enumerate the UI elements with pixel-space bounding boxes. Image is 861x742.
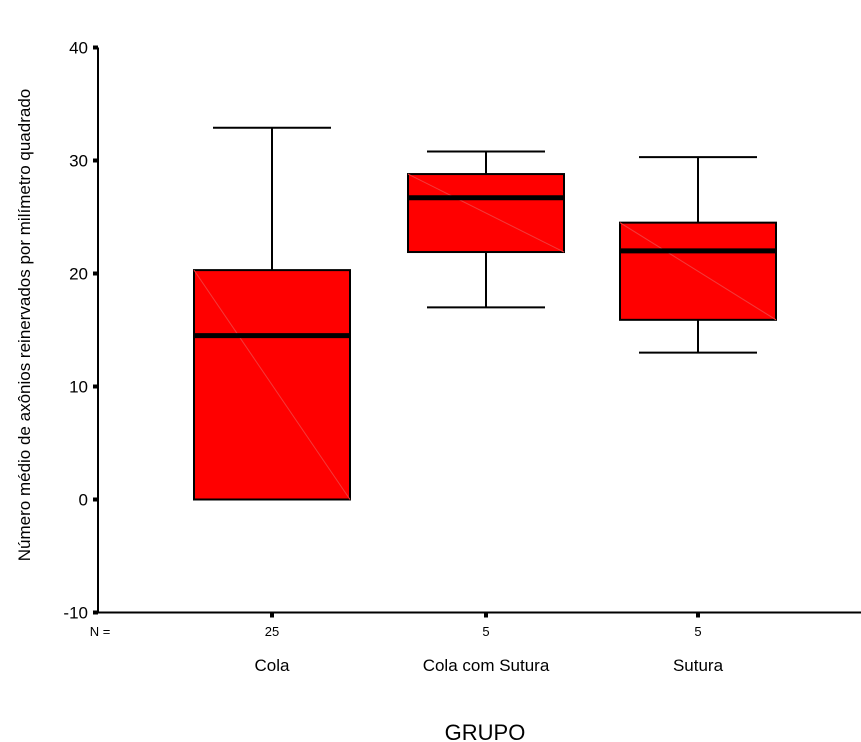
y-axis: -10 0 10 20 30 40	[63, 39, 99, 623]
n-count-label: 5	[482, 624, 489, 639]
n-label: N =	[90, 624, 111, 639]
box-diagonal	[407, 173, 565, 253]
box-cola-com-sutura	[407, 150, 565, 309]
n-count-label: 5	[694, 624, 701, 639]
y-tick-label: 0	[79, 491, 88, 510]
box-cola	[193, 126, 351, 501]
y-axis-label: Número médio de axônios reinervados por …	[15, 89, 34, 561]
category-label: Sutura	[673, 656, 724, 675]
box-diagonal	[619, 222, 777, 321]
y-tick-label: 20	[69, 265, 88, 284]
n-count-label: 25	[265, 624, 279, 639]
y-tick-label: 10	[69, 378, 88, 397]
box-sutura	[619, 156, 777, 354]
y-tick-label: 30	[69, 152, 88, 171]
x-axis: 25 Cola 5 Cola com Sutura 5 Sutura	[98, 611, 861, 675]
box-series	[193, 126, 777, 501]
y-tick-label: -10	[63, 604, 88, 623]
y-tick-label: 40	[69, 39, 88, 58]
category-label: Cola	[255, 656, 291, 675]
box-diagonal	[193, 269, 351, 500]
category-label: Cola com Sutura	[423, 656, 550, 675]
x-axis-label: GRUPO	[445, 720, 526, 742]
